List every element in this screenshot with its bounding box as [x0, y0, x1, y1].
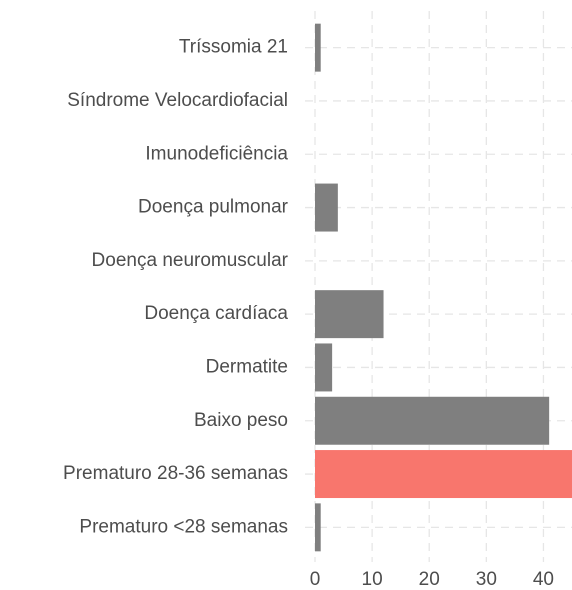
y-tick-label: Doença pulmonar — [138, 197, 289, 218]
y-tick-label: Baixo peso — [194, 410, 288, 431]
x-tick-label: 20 — [419, 569, 440, 590]
y-tick-label: Doença cardíaca — [144, 303, 288, 324]
bar — [315, 343, 333, 392]
y-tick-label: Síndrome Velocardiofacial — [67, 90, 288, 111]
x-tick-label: 40 — [533, 569, 554, 590]
y-tick-label: Tríssomia 21 — [179, 37, 288, 58]
bar — [315, 23, 321, 72]
x-tick-label: 10 — [362, 569, 383, 590]
bar — [315, 183, 338, 232]
x-tick-label: 30 — [476, 569, 497, 590]
y-tick-label: Imunodeficiência — [145, 143, 288, 164]
bar — [315, 450, 572, 499]
y-tick-label: Prematuro <28 semanas — [79, 516, 288, 537]
x-tick-label: 0 — [310, 569, 321, 590]
y-tick-label: Doença neuromuscular — [92, 250, 289, 271]
bar — [315, 503, 321, 552]
y-tick-label: Prematuro 28-36 semanas — [63, 463, 288, 484]
y-tick-label: Dermatite — [206, 356, 288, 377]
bar — [315, 396, 550, 445]
bar — [315, 290, 384, 339]
